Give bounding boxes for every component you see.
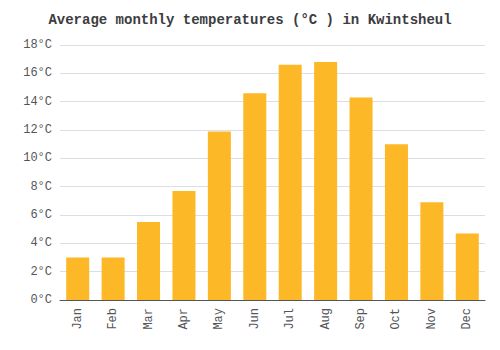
svg-text:Aug: Aug xyxy=(319,308,333,330)
svg-text:14°C: 14°C xyxy=(23,95,52,109)
svg-text:Jul: Jul xyxy=(283,308,297,330)
svg-text:Dec: Dec xyxy=(460,308,474,330)
svg-text:Feb: Feb xyxy=(106,308,120,330)
svg-text:Jan: Jan xyxy=(71,308,85,330)
svg-text:2°C: 2°C xyxy=(30,265,52,279)
svg-text:Mar: Mar xyxy=(142,308,156,330)
svg-text:May: May xyxy=(212,308,226,330)
svg-text:Jun: Jun xyxy=(248,308,262,330)
svg-text:12°C: 12°C xyxy=(23,123,52,137)
svg-text:Sep: Sep xyxy=(354,308,368,330)
svg-text:10°C: 10°C xyxy=(23,151,52,165)
svg-text:8°C: 8°C xyxy=(30,180,52,194)
svg-text:Apr: Apr xyxy=(177,308,191,330)
svg-text:6°C: 6°C xyxy=(30,208,52,222)
svg-text:0°C: 0°C xyxy=(30,293,52,307)
svg-text:4°C: 4°C xyxy=(30,236,52,250)
svg-text:18°C: 18°C xyxy=(23,38,52,52)
svg-text:Nov: Nov xyxy=(425,308,439,330)
svg-text:Oct: Oct xyxy=(389,308,403,330)
svg-text:Average monthly temperatures (: Average monthly temperatures (°C ) in Kw… xyxy=(48,12,451,28)
svg-text:16°C: 16°C xyxy=(23,66,52,80)
